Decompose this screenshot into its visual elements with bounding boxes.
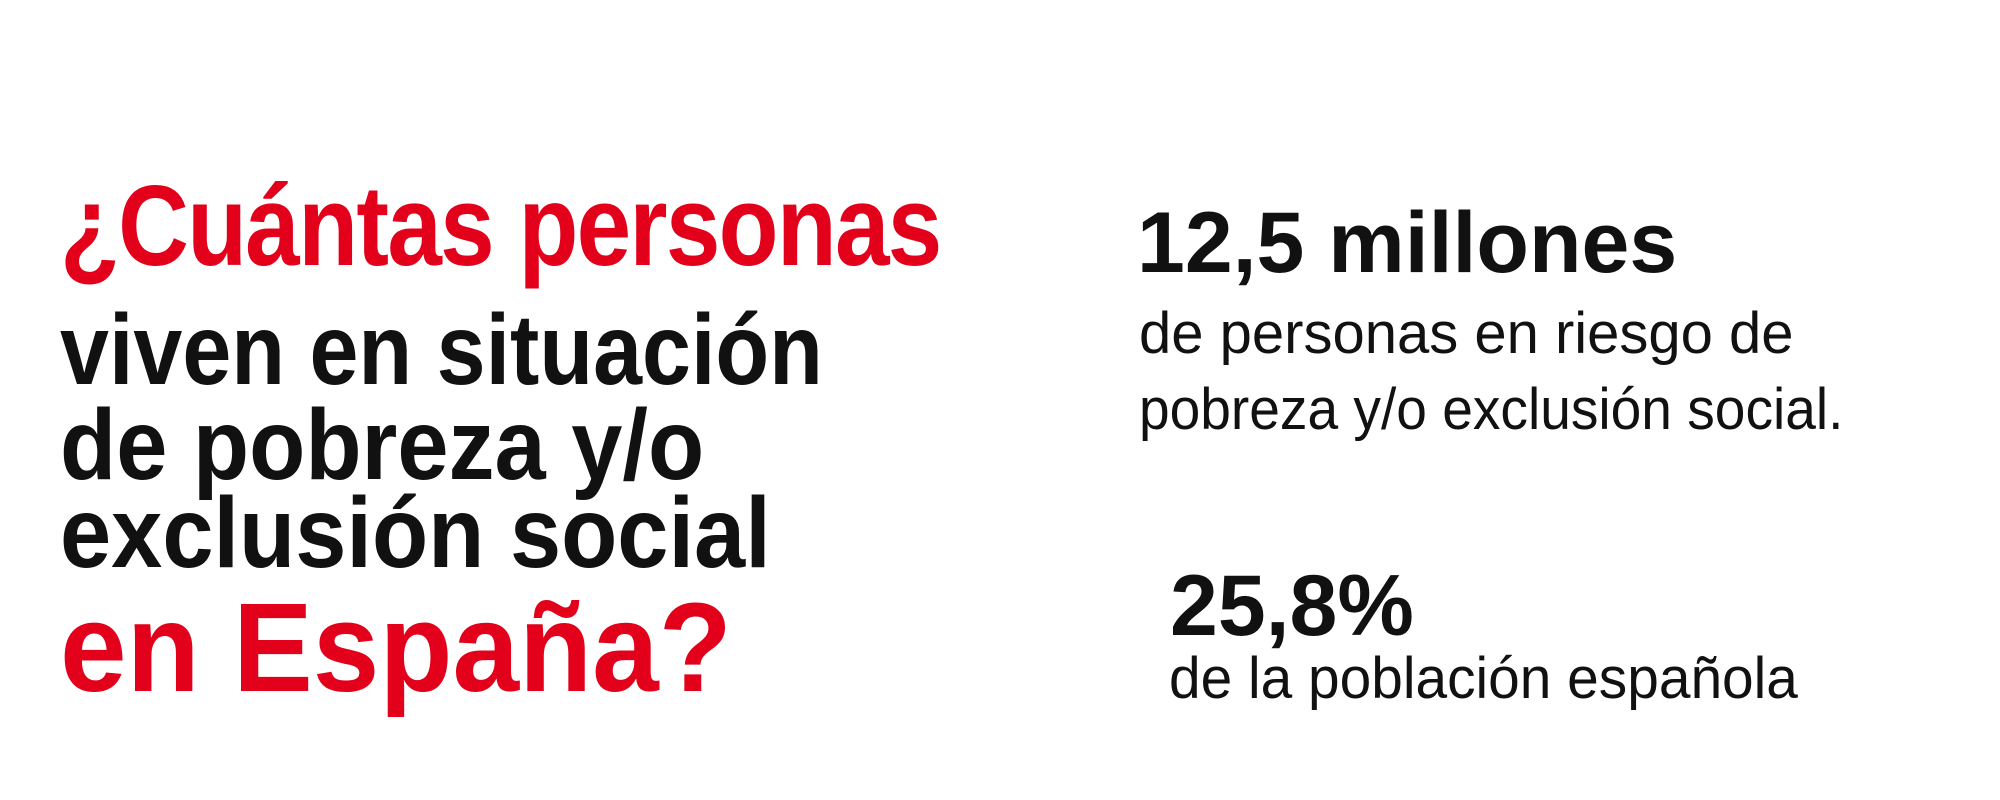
headline-line-1: ¿Cuántas personas <box>60 163 942 290</box>
headline-line-3: de pobreza y/o <box>60 389 705 501</box>
stat-percent-desc: de la población española <box>1169 646 1798 711</box>
headline-line-2: viven en situación <box>60 294 823 406</box>
stat-people-value: 12,5 millones <box>1137 195 1678 291</box>
stat-percent-value: 25,8% <box>1170 558 1414 654</box>
headline-line-5: en España? <box>60 577 732 718</box>
headline-line-4: exclusión social <box>60 477 771 589</box>
stat-people-desc-1: de personas en riesgo de <box>1139 301 1794 366</box>
stat-people-desc-2: pobreza y/o exclusión social. <box>1139 377 1844 442</box>
